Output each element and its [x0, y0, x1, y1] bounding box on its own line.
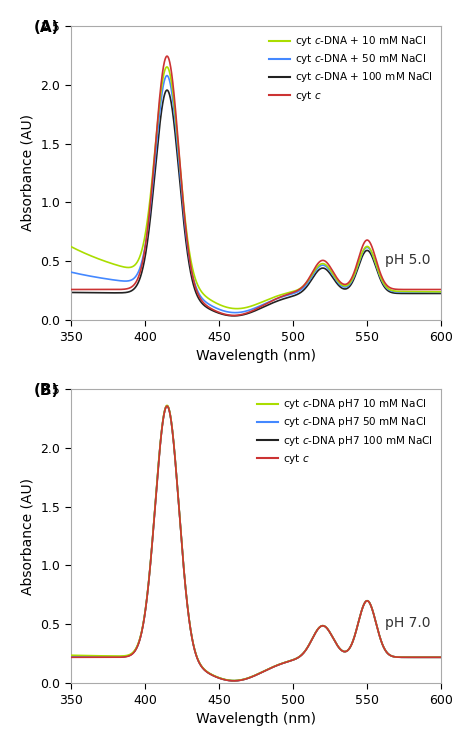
- Legend: cyt $\it{c}$-DNA + 10 mM NaCl, cyt $\it{c}$-DNA + 50 mM NaCl, cyt $\it{c}$-DNA +: cyt $\it{c}$-DNA + 10 mM NaCl, cyt $\it{…: [266, 31, 436, 106]
- Text: pH 7.0: pH 7.0: [384, 616, 430, 630]
- X-axis label: Wavelength (nm): Wavelength (nm): [196, 712, 316, 726]
- Text: (A): (A): [34, 20, 59, 35]
- Y-axis label: Absorbance (AU): Absorbance (AU): [21, 477, 35, 595]
- Text: (B): (B): [34, 383, 59, 398]
- Text: pH 5.0: pH 5.0: [384, 253, 430, 267]
- Legend: cyt $\it{c}$-DNA pH7 10 mM NaCl, cyt $\it{c}$-DNA pH7 50 mM NaCl, cyt $\it{c}$-D: cyt $\it{c}$-DNA pH7 10 mM NaCl, cyt $\i…: [254, 394, 436, 469]
- X-axis label: Wavelength (nm): Wavelength (nm): [196, 349, 316, 363]
- Y-axis label: Absorbance (AU): Absorbance (AU): [21, 114, 35, 232]
